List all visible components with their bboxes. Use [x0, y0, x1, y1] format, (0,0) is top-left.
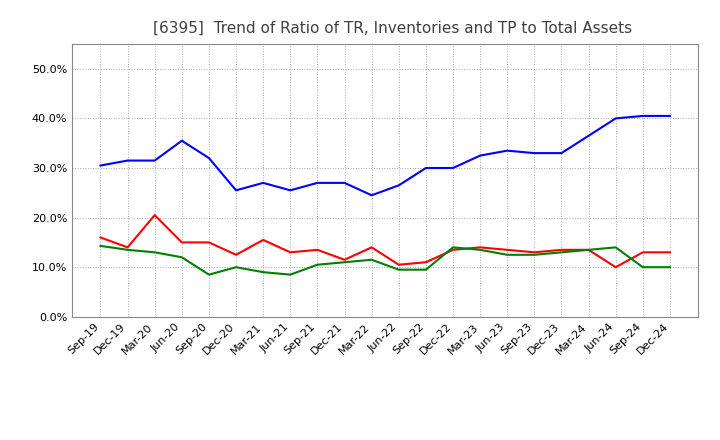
Inventories [557, 150, 566, 156]
Inventories [341, 180, 349, 186]
Trade Payables [367, 257, 376, 262]
Inventories [584, 133, 593, 139]
Trade Payables [557, 249, 566, 255]
Inventories [665, 113, 674, 118]
Inventories [286, 188, 294, 193]
Trade Payables [449, 245, 457, 250]
Trade Payables [584, 247, 593, 253]
Trade Receivables [232, 252, 240, 257]
Line: Trade Payables: Trade Payables [101, 246, 670, 275]
Trade Receivables [503, 247, 511, 253]
Inventories [123, 158, 132, 163]
Trade Receivables [395, 262, 403, 268]
Trade Payables [232, 264, 240, 270]
Text: [6395]  Trend of Ratio of TR, Inventories and TP to Total Assets: [6395] Trend of Ratio of TR, Inventories… [153, 21, 633, 36]
Trade Receivables [150, 213, 159, 218]
Trade Payables [395, 267, 403, 272]
Trade Payables [286, 272, 294, 277]
Trade Payables [665, 264, 674, 270]
Trade Payables [178, 255, 186, 260]
Inventories [639, 113, 647, 118]
Inventories [178, 138, 186, 143]
Trade Receivables [476, 245, 485, 250]
Trade Receivables [313, 247, 322, 253]
Trade Receivables [96, 235, 105, 240]
Inventories [204, 155, 213, 161]
Inventories [367, 193, 376, 198]
Trade Payables [476, 247, 485, 253]
Trade Payables [341, 260, 349, 265]
Inventories [313, 180, 322, 186]
Trade Receivables [665, 249, 674, 255]
Trade Receivables [584, 247, 593, 253]
Trade Receivables [530, 249, 539, 255]
Trade Payables [313, 262, 322, 268]
Inventories [449, 165, 457, 171]
Trade Receivables [204, 240, 213, 245]
Trade Receivables [639, 249, 647, 255]
Trade Payables [123, 247, 132, 253]
Line: Inventories: Inventories [101, 116, 670, 195]
Trade Payables [530, 252, 539, 257]
Trade Payables [611, 245, 620, 250]
Trade Payables [503, 252, 511, 257]
Trade Payables [96, 243, 105, 249]
Inventories [150, 158, 159, 163]
Inventories [96, 163, 105, 168]
Trade Receivables [259, 237, 268, 242]
Trade Payables [204, 272, 213, 277]
Inventories [530, 150, 539, 156]
Inventories [503, 148, 511, 153]
Trade Receivables [557, 247, 566, 253]
Trade Receivables [449, 247, 457, 253]
Inventories [611, 116, 620, 121]
Inventories [395, 183, 403, 188]
Trade Receivables [178, 240, 186, 245]
Trade Payables [150, 249, 159, 255]
Inventories [421, 165, 430, 171]
Trade Receivables [286, 249, 294, 255]
Inventories [259, 180, 268, 186]
Trade Receivables [421, 260, 430, 265]
Line: Trade Receivables: Trade Receivables [101, 215, 670, 267]
Trade Payables [421, 267, 430, 272]
Trade Payables [259, 270, 268, 275]
Inventories [232, 188, 240, 193]
Inventories [476, 153, 485, 158]
Trade Receivables [611, 264, 620, 270]
Trade Receivables [341, 257, 349, 262]
Trade Payables [639, 264, 647, 270]
Legend: Trade Receivables, Inventories, Trade Payables: Trade Receivables, Inventories, Trade Pa… [161, 438, 610, 440]
Trade Receivables [123, 245, 132, 250]
Trade Receivables [367, 245, 376, 250]
